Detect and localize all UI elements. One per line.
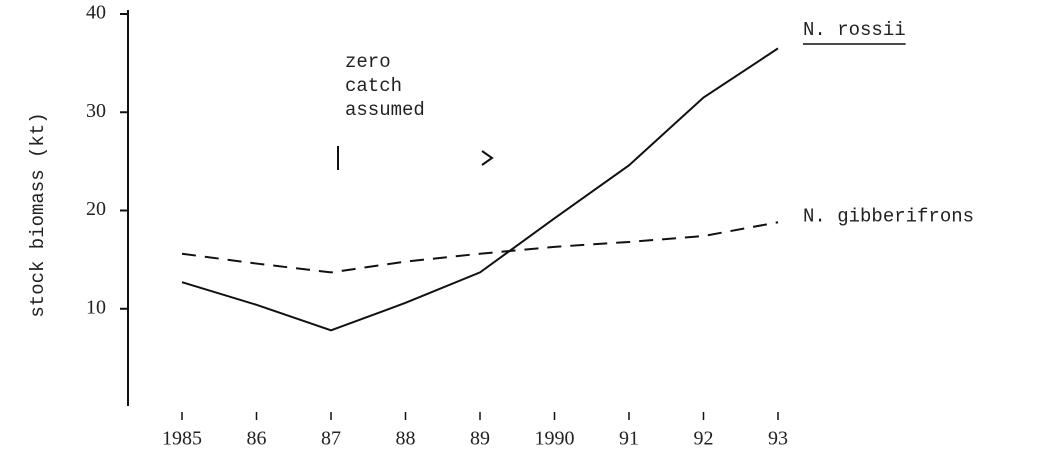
x-tick-label: 1985 xyxy=(162,428,202,450)
y-tick-label: 10 xyxy=(86,296,106,318)
x-tick-label: 91 xyxy=(619,428,639,450)
annotation-text: assumed xyxy=(345,99,425,121)
annotation-text: zero xyxy=(345,51,391,73)
series-label: N. rossii xyxy=(803,19,906,41)
x-tick-label: 86 xyxy=(247,428,267,450)
x-tick-label: 93 xyxy=(768,428,788,450)
x-tick-label: 1990 xyxy=(535,428,575,450)
series-label: N. gibberifrons xyxy=(803,205,974,227)
x-tick-label: 88 xyxy=(396,428,416,450)
y-tick-label: 40 xyxy=(86,2,106,24)
y-tick-label: 20 xyxy=(86,198,106,220)
series-line xyxy=(181,47,779,332)
y-axis-label: stock biomass (kt) xyxy=(27,112,49,317)
series-line xyxy=(181,221,779,274)
y-tick-label: 30 xyxy=(86,100,106,122)
x-tick-label: 87 xyxy=(321,428,341,450)
x-tick-label: 92 xyxy=(694,428,714,450)
x-tick-label: 89 xyxy=(470,428,490,450)
annotation-text: catch xyxy=(345,75,402,97)
annotation-arrow xyxy=(481,150,494,166)
